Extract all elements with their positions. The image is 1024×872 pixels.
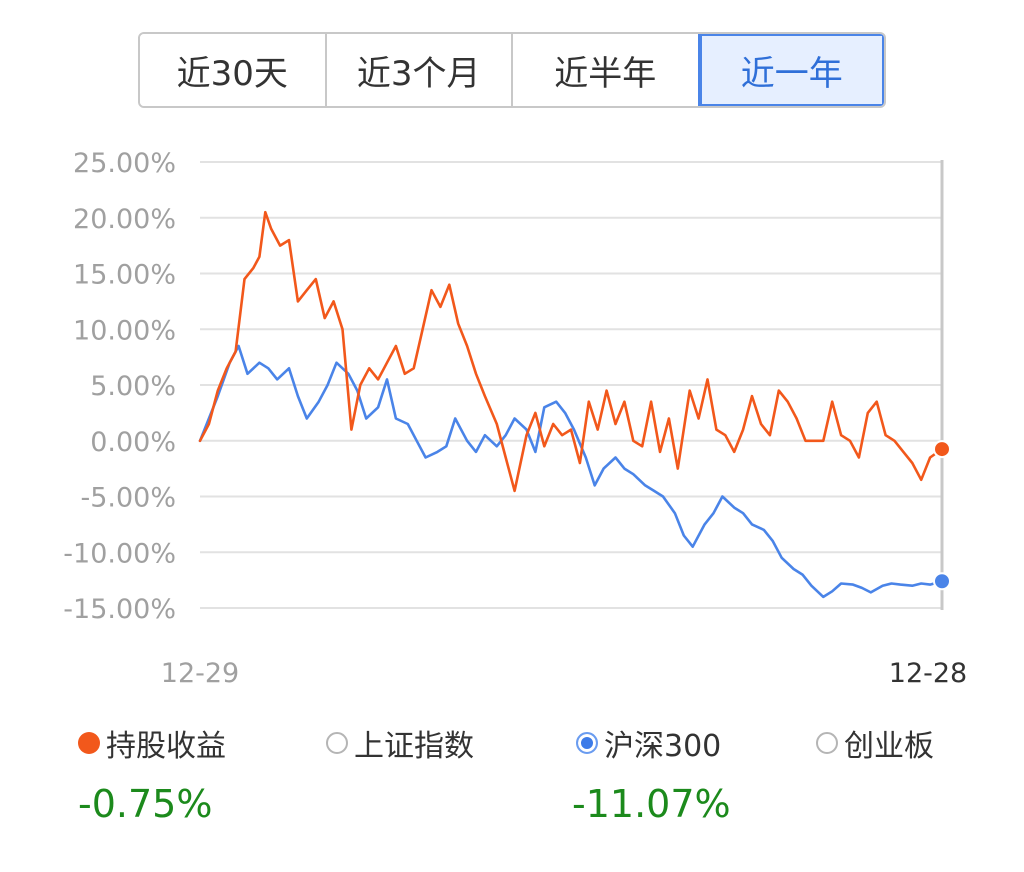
series-end-point-0[interactable] — [933, 440, 951, 459]
legend-unselected-radio-icon — [326, 732, 348, 754]
y-tick-label: 20.00% — [73, 204, 176, 235]
tab-3-months[interactable]: 近3个月 — [324, 34, 511, 106]
csi300-return-value: -11.07% — [572, 782, 731, 826]
y-tick-label: 5.00% — [90, 371, 176, 402]
y-tick-label: -15.00% — [63, 594, 176, 625]
tab-one-year[interactable]: 近一年 — [697, 34, 884, 106]
x-axis-tick-labels: 12-29 12-28 — [161, 658, 967, 689]
y-tick-label: 15.00% — [73, 260, 176, 291]
y-tick-label: -10.00% — [63, 538, 176, 569]
legend-label: 沪深300 — [604, 729, 722, 764]
y-tick-label: 10.00% — [73, 315, 176, 346]
legend-item-portfolio[interactable]: 持股收益 — [78, 720, 226, 766]
chart-grid — [200, 160, 944, 610]
return-line-chart[interactable]: 25.00% 20.00% 15.00% 10.00% 5.00% 0.00% -5.00%… — [0, 130, 1024, 700]
x-tick-label-start: 12-29 — [161, 658, 239, 689]
y-tick-label: -5.00% — [80, 483, 176, 514]
legend-label: 持股收益 — [106, 729, 226, 764]
x-tick-label-end: 12-28 — [889, 658, 967, 689]
y-tick-label: 25.00% — [73, 148, 176, 179]
chart-series — [198, 210, 951, 599]
y-tick-label: 0.00% — [90, 427, 176, 458]
series-line-1 — [198, 344, 944, 599]
tab-30-days[interactable]: 近30天 — [140, 34, 325, 106]
chart-legend: 持股收益 上证指数 沪深300 创业板 — [78, 720, 958, 766]
legend-label: 上证指数 — [354, 729, 474, 764]
legend-selected-orange-dot-icon — [78, 732, 100, 754]
y-axis-tick-labels: 25.00% 20.00% 15.00% 10.00% 5.00% 0.00% -5.00%… — [63, 148, 176, 625]
series-line-0 — [198, 210, 944, 493]
period-selector: 近30天 近3个月 近半年 近一年 — [138, 32, 886, 108]
legend-item-shanghai-index[interactable]: 上证指数 — [326, 720, 474, 766]
legend-label: 创业板 — [844, 729, 934, 764]
legend-unselected-radio-icon — [816, 732, 838, 754]
portfolio-return-value: -0.75% — [78, 782, 213, 826]
tab-half-year[interactable]: 近半年 — [511, 34, 698, 106]
series-end-point-1[interactable] — [933, 572, 951, 591]
legend-item-chinext[interactable]: 创业板 — [816, 720, 934, 766]
legend-selected-blue-dot-icon — [576, 732, 598, 754]
legend-item-csi300[interactable]: 沪深300 — [576, 720, 721, 766]
